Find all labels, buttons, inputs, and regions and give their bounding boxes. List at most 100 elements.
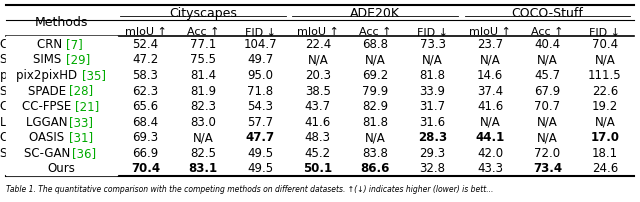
Bar: [6, 53, 117, 67]
Text: 28.3: 28.3: [418, 130, 447, 143]
Text: OASIS [31]: OASIS [31]: [30, 130, 93, 143]
Text: N/A: N/A: [365, 53, 385, 66]
Text: 81.8: 81.8: [420, 69, 445, 82]
Text: SIMS [29]: SIMS [29]: [33, 53, 90, 66]
Text: CC-FPSE [21]: CC-FPSE [21]: [23, 100, 100, 113]
Text: 43.7: 43.7: [305, 100, 331, 113]
Text: 81.8: 81.8: [362, 115, 388, 128]
Text: 37.4: 37.4: [477, 84, 503, 97]
Text: 69.3: 69.3: [132, 130, 159, 143]
Text: [33]: [33]: [69, 115, 93, 128]
Text: CRN [7]: CRN [7]: [39, 38, 84, 50]
Text: CC-FPSE: CC-FPSE: [22, 100, 75, 113]
Text: Ours: Ours: [47, 162, 76, 175]
Text: N/A: N/A: [193, 130, 213, 143]
Text: 49.5: 49.5: [247, 162, 273, 175]
Text: SPADE: SPADE: [28, 84, 70, 97]
Text: 47.2: 47.2: [132, 53, 159, 66]
Text: 68.8: 68.8: [362, 38, 388, 50]
Text: 82.5: 82.5: [190, 146, 216, 159]
Text: [29]: [29]: [66, 53, 90, 66]
Text: 20.3: 20.3: [305, 69, 331, 82]
Text: 62.3: 62.3: [132, 84, 159, 97]
Text: FID ↓: FID ↓: [589, 27, 620, 37]
Text: 104.7: 104.7: [244, 38, 277, 50]
Text: OASIS: OASIS: [29, 130, 68, 143]
Text: pix2pixHD: pix2pixHD: [0, 69, 65, 82]
Text: 52.4: 52.4: [132, 38, 159, 50]
Text: SC-GAN [36]: SC-GAN [36]: [24, 146, 99, 159]
Text: N/A: N/A: [422, 53, 443, 66]
Text: 70.4: 70.4: [592, 38, 618, 50]
Text: N/A: N/A: [479, 115, 500, 128]
Text: pix2pixHD [35]: pix2pixHD [35]: [17, 69, 106, 82]
Text: 83.0: 83.0: [190, 115, 216, 128]
Text: 81.9: 81.9: [190, 84, 216, 97]
Bar: [6, 68, 117, 82]
Bar: [6, 145, 117, 160]
Text: 38.5: 38.5: [305, 84, 331, 97]
Text: LGGAN: LGGAN: [0, 115, 45, 128]
Text: 22.4: 22.4: [305, 38, 331, 50]
Text: N/A: N/A: [595, 53, 615, 66]
Text: 83.8: 83.8: [362, 146, 388, 159]
Text: OASIS [31]: OASIS [31]: [30, 130, 93, 143]
Bar: [6, 37, 117, 51]
Bar: [6, 130, 117, 144]
Text: 81.4: 81.4: [190, 69, 216, 82]
Bar: [6, 84, 117, 98]
Text: 47.7: 47.7: [246, 130, 275, 143]
Text: SPADE [28]: SPADE [28]: [29, 84, 95, 97]
Text: N/A: N/A: [537, 53, 558, 66]
Text: 65.6: 65.6: [132, 100, 159, 113]
Text: 18.1: 18.1: [592, 146, 618, 159]
Text: mIoU ↑: mIoU ↑: [469, 27, 511, 37]
Text: Cityscapes: Cityscapes: [169, 7, 237, 20]
Text: 45.7: 45.7: [534, 69, 561, 82]
Text: LGGAN: LGGAN: [26, 115, 71, 128]
Text: 43.3: 43.3: [477, 162, 503, 175]
Text: LGGAN [33]: LGGAN [33]: [27, 115, 96, 128]
Text: N/A: N/A: [479, 53, 500, 66]
Text: Acc ↑: Acc ↑: [531, 27, 564, 37]
Text: 31.6: 31.6: [420, 115, 445, 128]
Text: 77.1: 77.1: [190, 38, 216, 50]
Text: 17.0: 17.0: [590, 130, 620, 143]
Text: [7]: [7]: [66, 38, 83, 50]
Text: mIoU ↑: mIoU ↑: [125, 27, 166, 37]
Text: OASIS: OASIS: [0, 130, 39, 143]
Text: SC-GAN: SC-GAN: [0, 146, 50, 159]
Text: CC-FPSE: CC-FPSE: [0, 100, 53, 113]
Text: 22.6: 22.6: [592, 84, 618, 97]
Text: 75.5: 75.5: [190, 53, 216, 66]
Text: 24.6: 24.6: [592, 162, 618, 175]
Text: Ours: Ours: [47, 162, 76, 175]
Text: 70.4: 70.4: [131, 162, 160, 175]
Text: 73.4: 73.4: [533, 162, 562, 175]
Text: 42.0: 42.0: [477, 146, 503, 159]
Text: 72.0: 72.0: [534, 146, 561, 159]
Text: 66.9: 66.9: [132, 146, 159, 159]
Text: N/A: N/A: [307, 53, 328, 66]
Text: [35]: [35]: [82, 69, 106, 82]
Text: N/A: N/A: [537, 115, 558, 128]
Text: Methods: Methods: [35, 16, 88, 29]
Text: 54.3: 54.3: [248, 100, 273, 113]
Text: 23.7: 23.7: [477, 38, 503, 50]
Text: CRN: CRN: [0, 38, 29, 50]
Text: ADE20K: ADE20K: [350, 7, 400, 20]
Text: 33.9: 33.9: [420, 84, 445, 97]
Text: SIMS [29]: SIMS [29]: [33, 53, 90, 66]
Text: N/A: N/A: [365, 130, 385, 143]
Text: 40.4: 40.4: [534, 38, 561, 50]
Text: 69.2: 69.2: [362, 69, 388, 82]
Text: FID ↓: FID ↓: [245, 27, 276, 37]
Text: Acc ↑: Acc ↑: [359, 27, 392, 37]
Text: 41.6: 41.6: [305, 115, 331, 128]
Text: 79.9: 79.9: [362, 84, 388, 97]
Text: N/A: N/A: [595, 115, 615, 128]
Text: 58.3: 58.3: [132, 69, 159, 82]
Text: 45.2: 45.2: [305, 146, 331, 159]
Text: [21]: [21]: [76, 100, 100, 113]
Text: 57.7: 57.7: [247, 115, 273, 128]
